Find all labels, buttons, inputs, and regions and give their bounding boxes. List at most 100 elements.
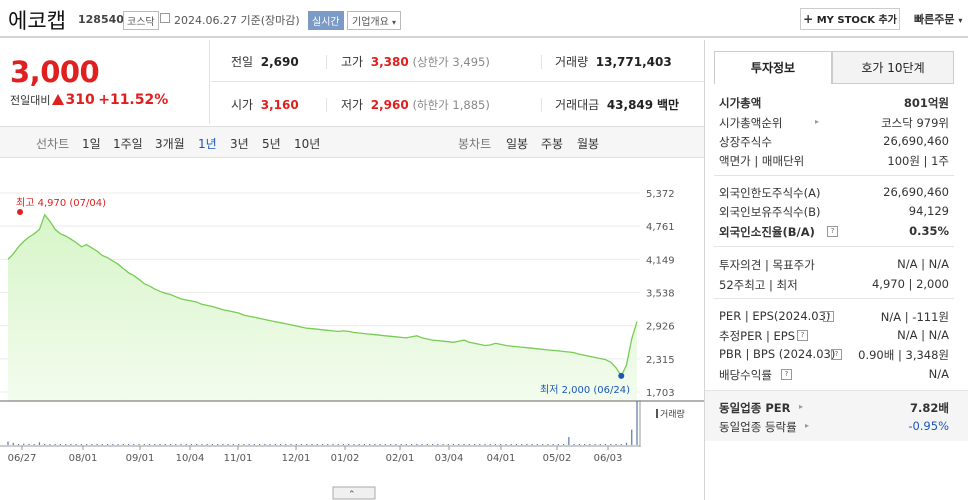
plus-icon: + xyxy=(803,12,814,26)
volume-bar xyxy=(112,444,114,445)
volume-bar xyxy=(358,444,360,445)
stat-open: 시가 3,160 xyxy=(231,96,299,113)
stock-name: 에코캡 xyxy=(8,9,66,33)
divider xyxy=(714,298,954,299)
tab-1y[interactable]: 1년 xyxy=(198,137,217,151)
tab-3m[interactable]: 3개월 xyxy=(155,137,185,151)
volume-bar xyxy=(573,444,575,445)
volume-bar xyxy=(327,444,329,445)
volume-bar xyxy=(615,444,617,445)
volume-bar xyxy=(65,444,67,445)
company-overview-dropdown[interactable]: 기업개요 ▾ xyxy=(347,11,402,30)
volume-bar xyxy=(311,444,313,445)
volume-bar xyxy=(542,444,544,445)
help-icon[interactable]: ? xyxy=(831,349,842,360)
volume-bar xyxy=(38,442,41,445)
stat-high: 고가 3,380 (상한가 3,495) xyxy=(341,53,490,70)
volume-bar xyxy=(589,444,591,445)
volume-bar xyxy=(143,444,145,445)
volume-bar xyxy=(442,444,444,445)
info-value: 7.82배 xyxy=(910,401,949,415)
volume-bar xyxy=(348,444,350,445)
volume-bar xyxy=(620,444,622,445)
volume-bar xyxy=(175,444,177,445)
info-label: 시가총액 xyxy=(719,96,762,110)
volume-bar xyxy=(238,444,240,445)
info-value: 4,970 | 2,000 xyxy=(871,277,949,291)
price-chart[interactable]: 5,372 4,761 4,149 3,538 2,926 2,315 1,703 06/2… xyxy=(0,160,704,500)
up-arrow-icon xyxy=(52,94,65,105)
max-label: 최고 4,970 (07/04) xyxy=(16,197,106,209)
volume-bar xyxy=(458,444,460,445)
divider xyxy=(541,98,542,112)
tab-weekly[interactable]: 주봉 xyxy=(541,137,564,151)
my-stock-label: MY STOCK 추가 xyxy=(816,15,897,26)
info-value: 801억원 xyxy=(903,96,949,110)
collapse-chart-button[interactable] xyxy=(332,486,376,500)
stat-open-label: 시가 xyxy=(231,98,254,112)
volume-bar xyxy=(154,444,156,445)
y-tick-label: 2,926 xyxy=(646,322,675,333)
info-label: 상장주식수 xyxy=(719,135,772,149)
my-stock-add-button[interactable]: + MY STOCK 추가 xyxy=(800,8,900,30)
tab-10y[interactable]: 10년 xyxy=(294,137,321,151)
stat-amount-label: 거래대금 xyxy=(555,98,600,112)
help-icon[interactable]: ? xyxy=(827,226,838,237)
volume-bar xyxy=(568,437,570,445)
volume-bar xyxy=(133,444,135,445)
tab-daily[interactable]: 일봉 xyxy=(506,137,529,151)
change-amount: 310 xyxy=(65,92,95,108)
tab-5y[interactable]: 5년 xyxy=(262,137,281,151)
help-icon[interactable]: ? xyxy=(781,369,792,380)
volume-bar xyxy=(610,444,612,445)
tab-1w[interactable]: 1주일 xyxy=(113,137,143,151)
help-icon[interactable]: ? xyxy=(797,330,808,341)
x-tick-label: 11/01 xyxy=(224,453,253,464)
volume-bar xyxy=(190,444,193,445)
volume-bar xyxy=(80,444,82,445)
volume-bar xyxy=(164,444,166,445)
info-value: 0.90배 | 3,348원 xyxy=(858,348,949,362)
tab-invest-info[interactable]: 투자정보 xyxy=(714,51,832,84)
stat-prev-value: 2,690 xyxy=(260,55,299,69)
volume-bar xyxy=(369,444,371,445)
quick-order-button[interactable]: 빠른주문 ▾ xyxy=(914,11,962,27)
volume-bar xyxy=(463,444,465,445)
volume-bar xyxy=(259,444,261,445)
min-label: 최저 2,000 (06/24) xyxy=(540,384,630,396)
volume-bar xyxy=(390,444,392,445)
change-label: 전일대비 xyxy=(10,94,51,107)
info-label: PBR | BPS (2024.03) xyxy=(719,347,836,361)
volume-bar xyxy=(122,444,124,445)
tab-1d[interactable]: 1일 xyxy=(82,137,101,151)
sector-box xyxy=(705,390,968,441)
divider xyxy=(714,175,954,176)
stat-volume-label: 거래량 xyxy=(555,55,589,69)
stat-amount-unit: 백만 xyxy=(656,98,680,112)
volume-bar xyxy=(59,444,62,445)
info-value: 0.35% xyxy=(909,224,949,238)
info-value: 94,129 xyxy=(908,204,949,218)
volume-bar xyxy=(201,444,203,445)
realtime-button[interactable]: 실시간 xyxy=(308,11,344,30)
info-value: 26,690,460 xyxy=(883,134,949,148)
volume-bar xyxy=(211,444,214,445)
volume-bar xyxy=(23,443,25,445)
volume-bar xyxy=(117,444,119,445)
tab-monthly[interactable]: 월봉 xyxy=(577,137,600,151)
price-line xyxy=(7,213,638,378)
help-icon[interactable]: ? xyxy=(823,311,834,322)
volume-bar xyxy=(578,444,580,445)
x-tick-label: 05/02 xyxy=(543,453,572,464)
tab-quote-10[interactable]: 호가 10단계 xyxy=(832,51,954,84)
volume-bar xyxy=(500,444,502,445)
info-value: 코스닥 979위 xyxy=(881,116,949,130)
volume-bar xyxy=(531,444,533,445)
volume-bar xyxy=(353,444,355,445)
stock-code: 128540 xyxy=(78,13,124,26)
stat-high-label: 고가 xyxy=(341,55,364,69)
tab-3y[interactable]: 3년 xyxy=(230,137,249,151)
volume-bar xyxy=(96,444,98,445)
chevron-up-icon: ⌃ xyxy=(348,490,356,500)
stat-open-value: 3,160 xyxy=(260,98,299,112)
